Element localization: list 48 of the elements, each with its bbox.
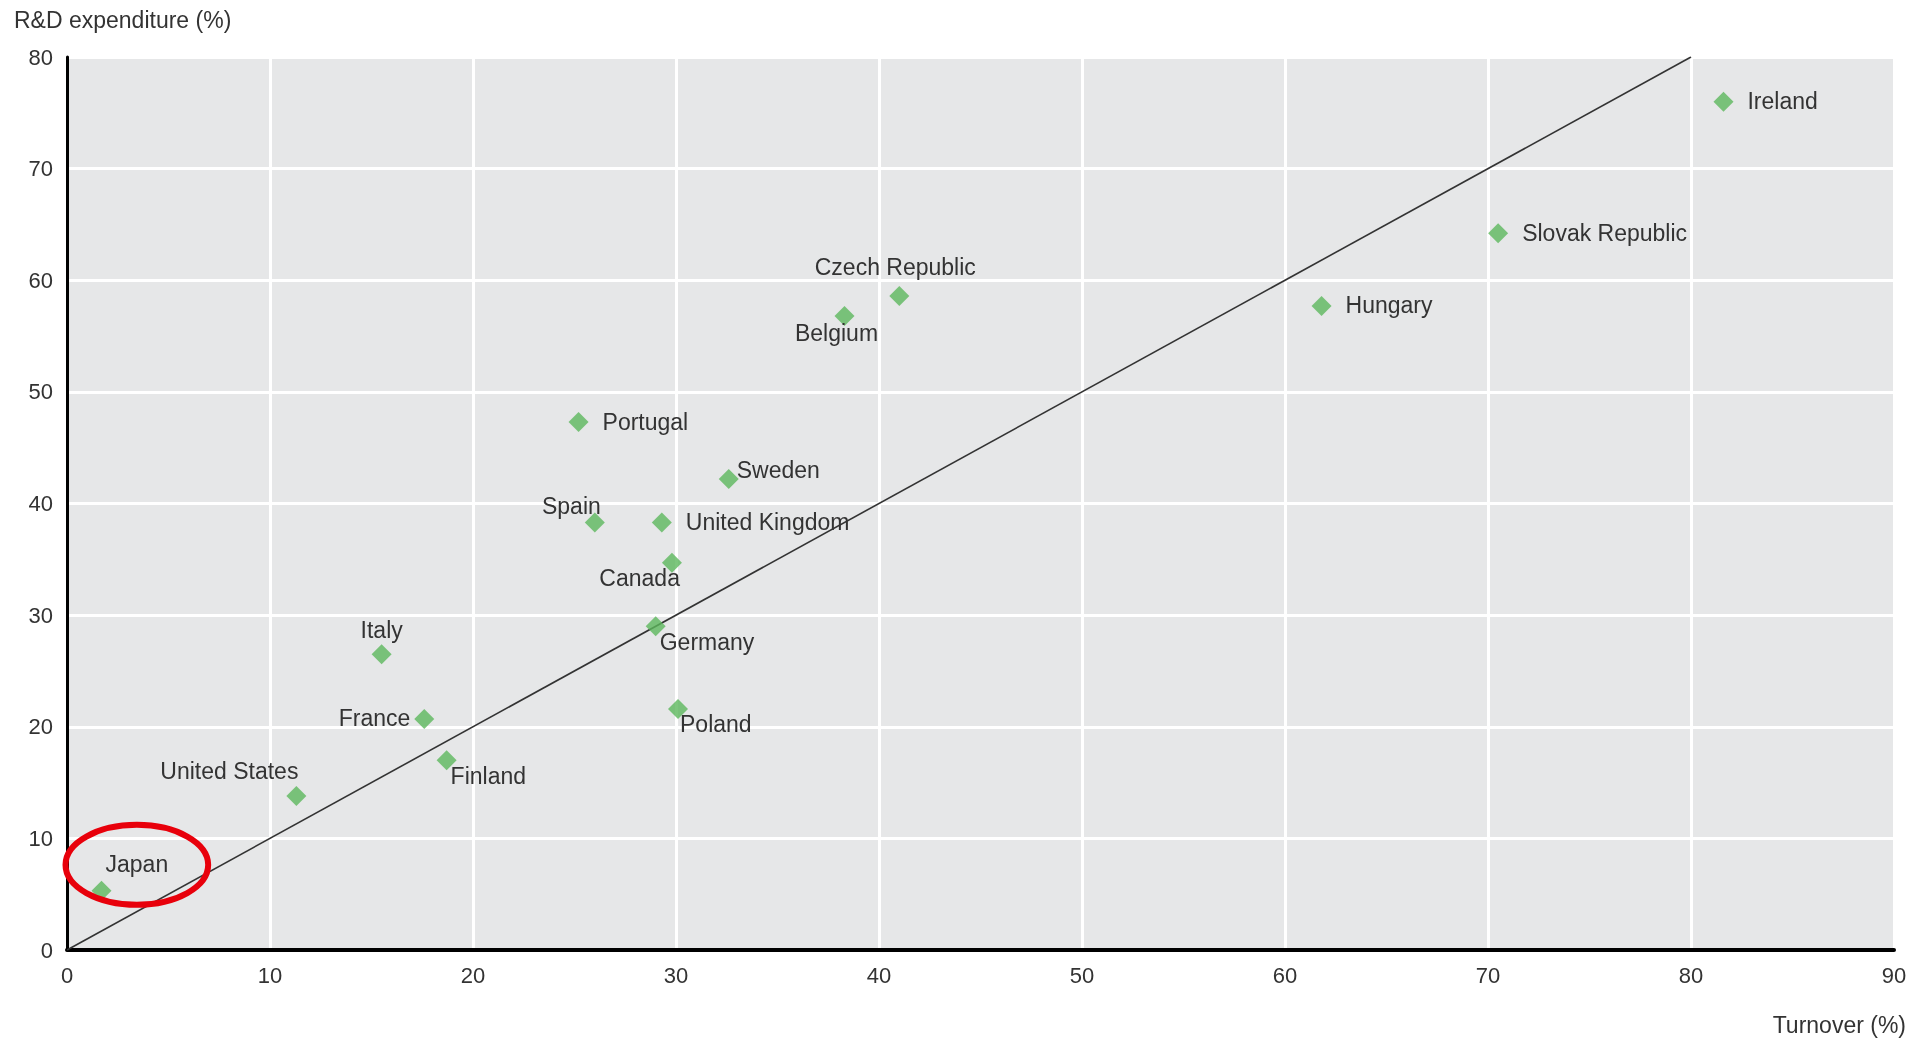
annotation: Italy <box>360 616 404 643</box>
point <box>651 512 672 533</box>
annotation: United Kingdom <box>685 508 850 535</box>
point <box>1311 295 1332 316</box>
point <box>1488 223 1509 244</box>
annotation: France <box>338 705 411 732</box>
annotation: Ireland <box>1747 88 1818 115</box>
x-axis-title: Turnover (%) <box>1772 1011 1906 1038</box>
x-tick-label: 30 <box>663 962 689 988</box>
x-tick-label: 10 <box>257 962 283 988</box>
y-tick-label: 10 <box>28 825 53 851</box>
x-tick-label: 70 <box>1475 962 1501 988</box>
y-axis-title: R&D expenditure (%) <box>14 6 232 33</box>
point <box>718 468 739 489</box>
x-tick-label: 80 <box>1678 962 1704 988</box>
point <box>889 285 910 306</box>
annotation: Japan <box>105 851 169 878</box>
y-tick-label: 0 <box>40 937 53 963</box>
annotation: Spain <box>541 492 601 519</box>
x-tick-label: 60 <box>1272 962 1298 988</box>
annotation: Belgium <box>794 320 879 347</box>
x-tick-label: 40 <box>866 962 892 988</box>
y-tick-label: 20 <box>28 714 53 740</box>
x-tick-label: 0 <box>60 962 74 988</box>
x-tick-label: 90 <box>1881 962 1907 988</box>
annotation: Canada <box>599 565 681 592</box>
x-tick-label: 50 <box>1069 962 1095 988</box>
x-tick-label: 20 <box>460 962 486 988</box>
y-tick-label: 70 <box>28 156 53 182</box>
annotation: United States <box>160 758 299 785</box>
annotation: Portugal <box>602 408 689 435</box>
y-tick-label: 50 <box>28 379 53 405</box>
y-tick-label: 40 <box>28 491 53 516</box>
y-tick-label: 30 <box>28 602 53 628</box>
point <box>414 708 435 729</box>
point <box>1713 91 1734 112</box>
annotation: Finland <box>450 762 527 789</box>
y-tick-label: 60 <box>28 267 53 293</box>
annotation: Sweden <box>736 457 820 484</box>
y-tick-label: 80 <box>28 44 53 70</box>
annotation: Germany <box>659 628 755 655</box>
point <box>371 644 392 665</box>
annotation: Czech Republic <box>814 254 976 281</box>
annotation: Hungary <box>1345 292 1433 319</box>
point <box>286 785 307 806</box>
annotation: Poland <box>680 711 752 738</box>
point <box>568 412 589 433</box>
annotation: Slovak Republic <box>1522 219 1688 246</box>
